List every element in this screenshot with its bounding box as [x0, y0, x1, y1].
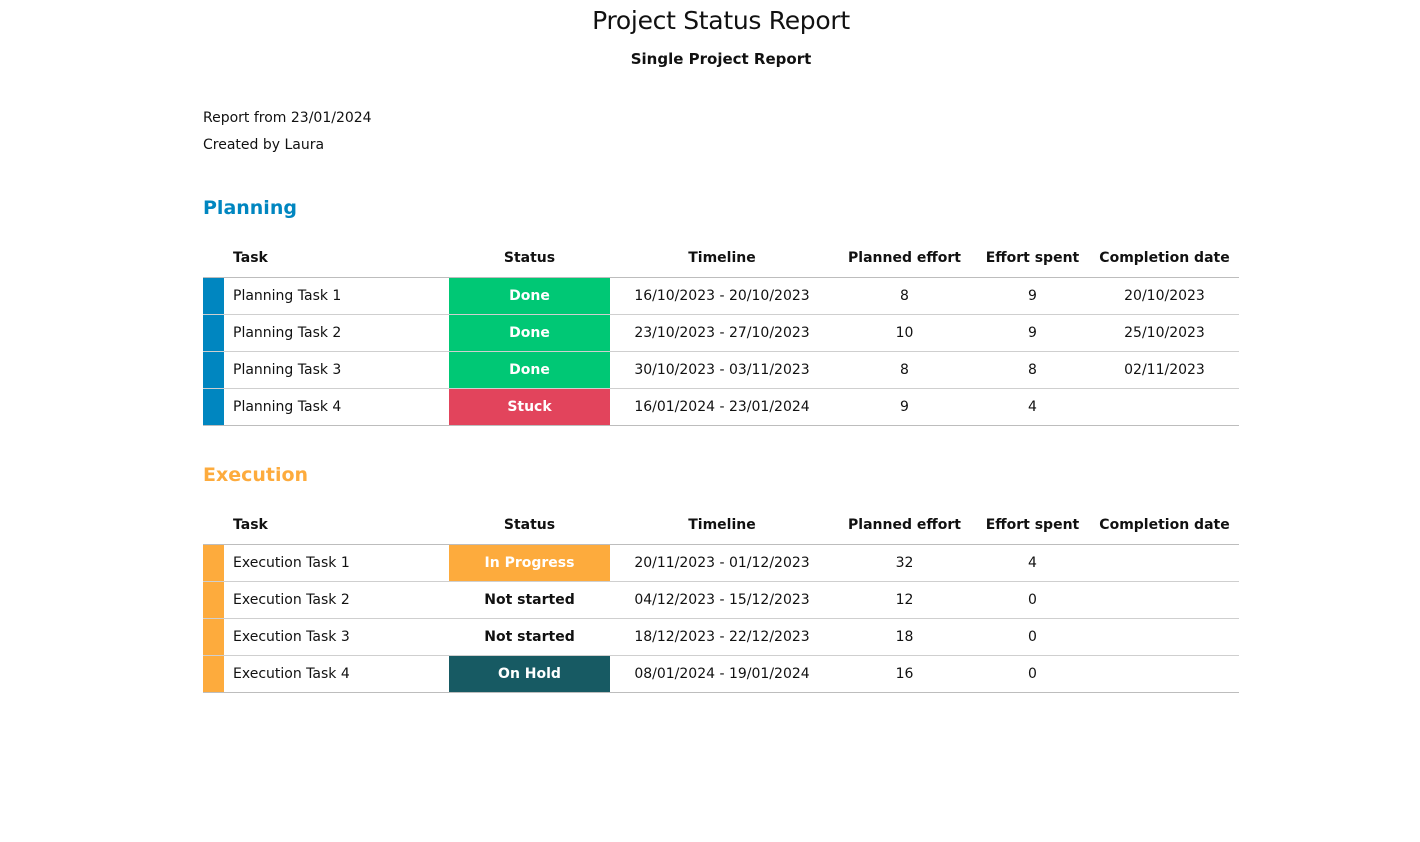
group-color-bar	[203, 619, 224, 655]
completion-date-cell	[1090, 389, 1239, 425]
task-cell: Execution Task 2	[233, 592, 350, 608]
timeline-cell: 08/01/2024 - 19/01/2024	[634, 666, 810, 682]
table-header-row: Task Status Timeline Planned effort Effort s…	[203, 243, 1239, 278]
status-badge[interactable]: Stuck	[449, 389, 610, 425]
timeline-cell: 16/01/2024 - 23/01/2024	[634, 399, 810, 415]
planned-effort-cell: 9	[900, 399, 909, 415]
group-execution: Execution Task Status Timeline Planned effor…	[203, 463, 1239, 693]
table-row[interactable]: Execution Task 3 Not started 18/12/2023 - …	[203, 619, 1239, 656]
timeline-cell: 16/10/2023 - 20/10/2023	[634, 288, 810, 304]
table-header-row: Task Status Timeline Planned effort Effort s…	[203, 510, 1239, 545]
group-planning: Planning Task Status Timeline Planned effort…	[203, 196, 1239, 426]
task-cell: Planning Task 1	[233, 288, 342, 304]
group-color-bar	[203, 656, 224, 692]
completion-date-cell	[1090, 619, 1239, 655]
effort-spent-cell: 4	[1028, 399, 1037, 415]
completion-date-cell: 02/11/2023	[1124, 362, 1205, 378]
planned-effort-cell: 16	[895, 666, 914, 682]
status-badge[interactable]: Done	[449, 352, 610, 388]
effort-spent-cell: 4	[1028, 555, 1037, 571]
planned-effort-cell: 10	[895, 325, 914, 341]
column-header-effort-spent: Effort spent	[985, 250, 1080, 266]
effort-spent-cell: 9	[1028, 288, 1037, 304]
timeline-cell: 23/10/2023 - 27/10/2023	[634, 325, 810, 341]
group-color-bar	[203, 545, 224, 581]
group-table: Task Status Timeline Planned effort Effort s…	[203, 243, 1239, 426]
planned-effort-cell: 8	[900, 288, 909, 304]
task-cell: Planning Task 4	[233, 399, 342, 415]
group-color-bar	[203, 352, 224, 388]
task-cell: Planning Task 2	[233, 325, 342, 341]
table-row[interactable]: Planning Task 1 Done 16/10/2023 - 20/10/20…	[203, 278, 1239, 315]
group-title: Planning	[203, 197, 297, 219]
column-header-timeline: Timeline	[688, 250, 756, 266]
completion-date-cell	[1090, 545, 1239, 581]
completion-date-cell	[1090, 582, 1239, 618]
table-row[interactable]: Execution Task 1 In Progress 20/11/2023 - …	[203, 545, 1239, 582]
group-color-bar	[203, 389, 224, 425]
task-cell: Execution Task 1	[233, 555, 350, 571]
column-header-task: Task	[233, 250, 268, 266]
status-badge[interactable]: Not started	[484, 629, 575, 645]
effort-spent-cell: 9	[1028, 325, 1037, 341]
column-header-status: Status	[503, 250, 556, 266]
status-badge[interactable]: Not started	[484, 592, 575, 608]
table-row[interactable]: Execution Task 2 Not started 04/12/2023 - …	[203, 582, 1239, 619]
table-row[interactable]: Planning Task 3 Done 30/10/2023 - 03/11/20…	[203, 352, 1239, 389]
column-header-completion-date: Completion date	[1099, 250, 1230, 266]
planned-effort-cell: 12	[895, 592, 914, 608]
column-header-task: Task	[233, 517, 268, 533]
group-color-bar	[203, 315, 224, 351]
timeline-cell: 04/12/2023 - 15/12/2023	[634, 592, 810, 608]
planned-effort-cell: 8	[900, 362, 909, 378]
report-title: Project Status Report	[592, 6, 850, 35]
completion-date-cell	[1090, 656, 1239, 692]
group-color-bar	[203, 278, 224, 314]
table-row[interactable]: Planning Task 2 Done 23/10/2023 - 27/10/20…	[203, 315, 1239, 352]
table-row[interactable]: Planning Task 4 Stuck 16/01/2024 - 23/01/2…	[203, 389, 1239, 426]
timeline-cell: 18/12/2023 - 22/12/2023	[634, 629, 810, 645]
group-color-bar	[203, 582, 224, 618]
column-header-status: Status	[503, 517, 556, 533]
effort-spent-cell: 8	[1028, 362, 1037, 378]
column-header-effort-spent: Effort spent	[985, 517, 1080, 533]
group-table: Task Status Timeline Planned effort Effort s…	[203, 510, 1239, 693]
completion-date-cell: 20/10/2023	[1124, 288, 1205, 304]
planned-effort-cell: 32	[895, 555, 914, 571]
report-date: Report from 23/01/2024	[203, 110, 372, 126]
task-cell: Planning Task 3	[233, 362, 342, 378]
task-cell: Execution Task 4	[233, 666, 350, 682]
report-author: Created by Laura	[203, 137, 325, 153]
effort-spent-cell: 0	[1028, 666, 1037, 682]
timeline-cell: 20/11/2023 - 01/12/2023	[634, 555, 810, 571]
table-row[interactable]: Execution Task 4 On Hold 08/01/2024 - 19/0…	[203, 656, 1239, 693]
status-badge[interactable]: On Hold	[449, 656, 610, 692]
effort-spent-cell: 0	[1028, 592, 1037, 608]
column-header-planned-effort: Planned effort	[848, 517, 961, 533]
planned-effort-cell: 18	[895, 629, 914, 645]
status-badge[interactable]: Done	[449, 315, 610, 351]
status-badge[interactable]: Done	[449, 278, 610, 314]
timeline-cell: 30/10/2023 - 03/11/2023	[634, 362, 810, 378]
task-cell: Execution Task 3	[233, 629, 350, 645]
report-subtitle: Single Project Report	[630, 50, 812, 68]
effort-spent-cell: 0	[1028, 629, 1037, 645]
group-title: Execution	[203, 464, 309, 486]
column-header-completion-date: Completion date	[1099, 517, 1230, 533]
status-badge[interactable]: In Progress	[449, 545, 610, 581]
completion-date-cell: 25/10/2023	[1124, 325, 1205, 341]
column-header-timeline: Timeline	[688, 517, 756, 533]
column-header-planned-effort: Planned effort	[848, 250, 961, 266]
